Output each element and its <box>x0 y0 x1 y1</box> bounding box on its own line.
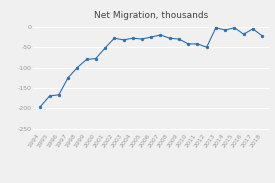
Title: Net Migration, thousands: Net Migration, thousands <box>94 11 208 20</box>
